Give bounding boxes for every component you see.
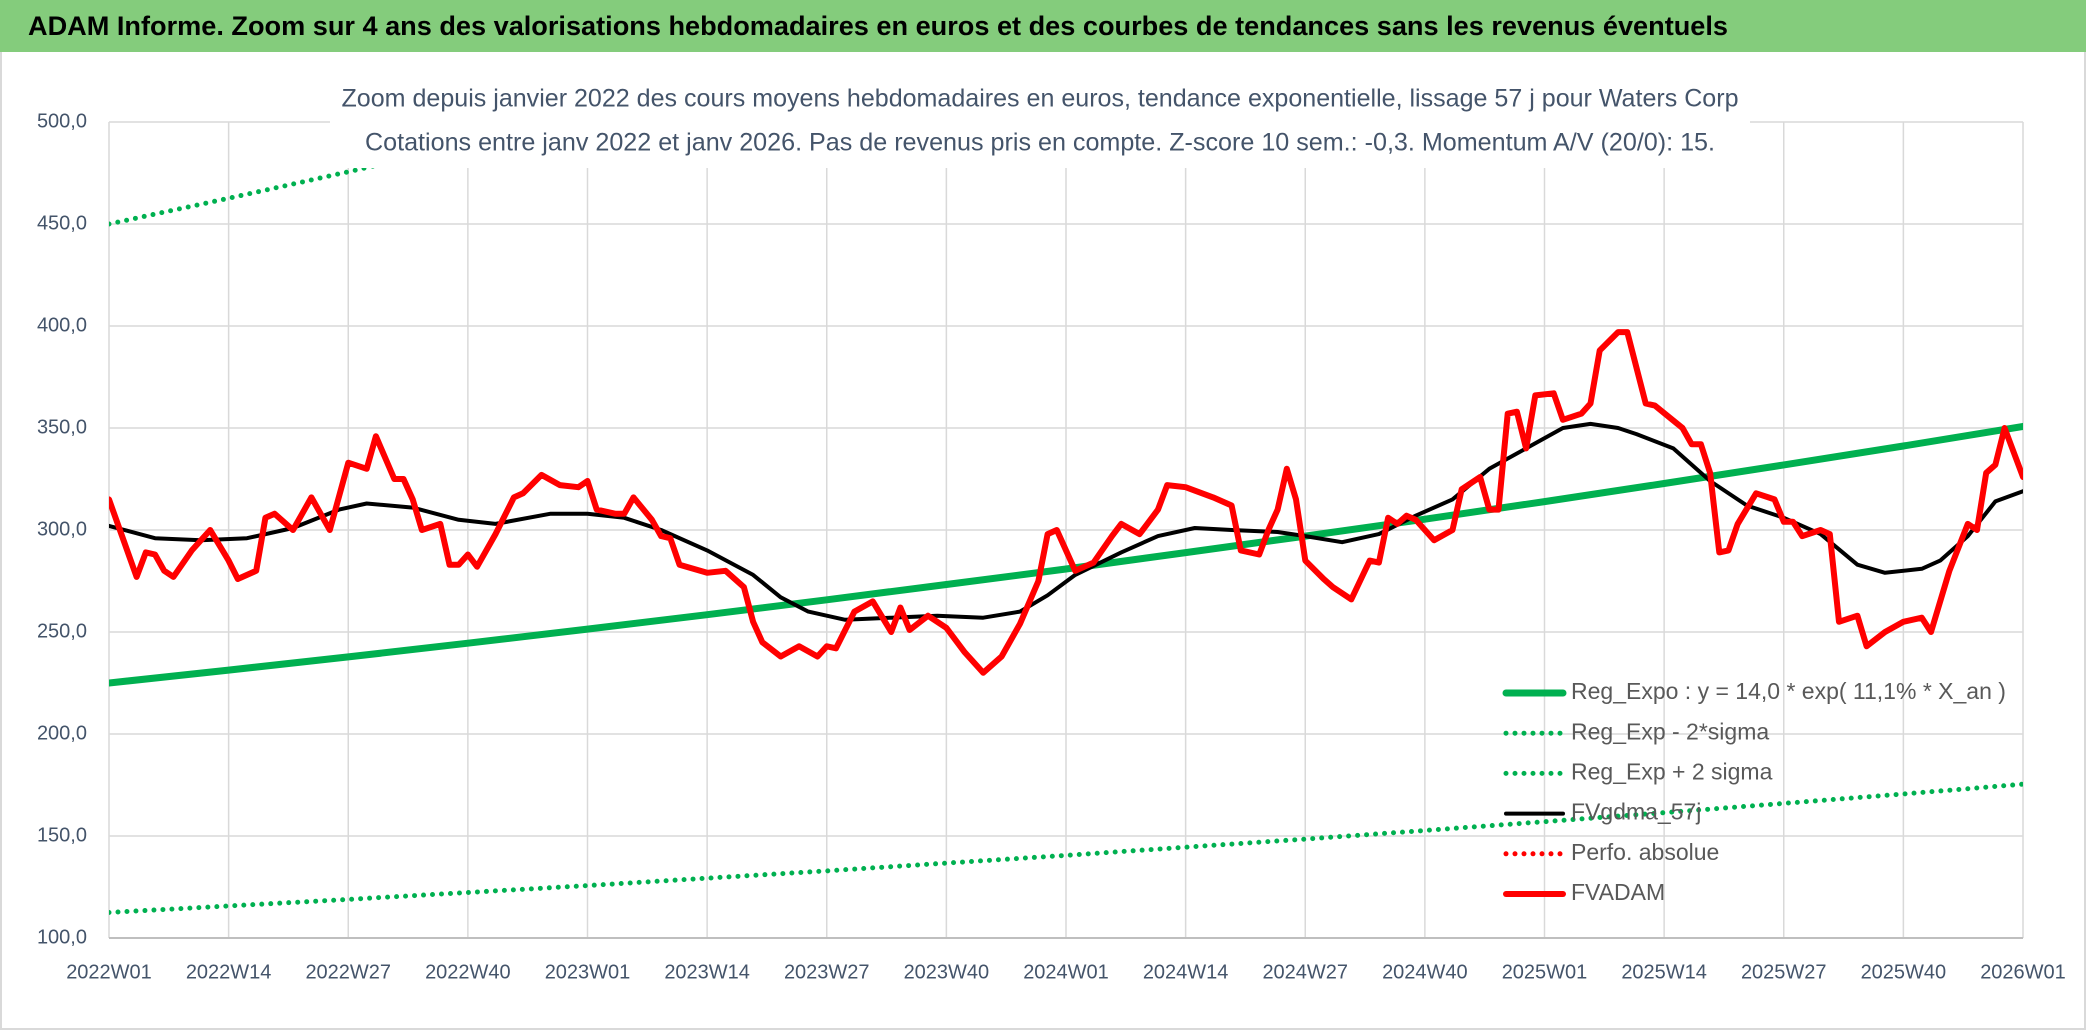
legend-label: FVgdma_57j [1571, 799, 1701, 825]
x-tick-label: 2022W40 [425, 961, 511, 983]
x-tick-label: 2025W01 [1502, 961, 1588, 983]
y-tick-label: 450,0 [37, 212, 87, 234]
header-bar [0, 0, 2086, 52]
legend: Reg_Expo : y = 14,0 * exp( 11,1% * X_an … [1502, 678, 2006, 905]
x-tick-label: 2023W01 [545, 961, 631, 983]
x-tick-label: 2023W27 [784, 961, 870, 983]
x-tick-label: 2024W14 [1143, 961, 1229, 983]
y-tick-label: 400,0 [37, 314, 87, 336]
legend-label: Reg_Exp - 2*sigma [1571, 718, 1769, 744]
x-tick-label: 2023W14 [664, 961, 750, 983]
legend-label: FVADAM [1571, 879, 1665, 905]
legend-label: Reg_Expo : y = 14,0 * exp( 11,1% * X_an … [1571, 678, 2006, 704]
series-line [109, 329, 2023, 676]
y-tick-label: 350,0 [37, 416, 87, 438]
legend-label: Reg_Exp + 2 sigma [1571, 758, 1773, 784]
x-tick-label: 2025W27 [1741, 961, 1827, 983]
x-tick-label: 2023W40 [904, 961, 990, 983]
chart-title: Zoom depuis janvier 2022 des cours moyen… [342, 85, 1739, 113]
y-tick-label: 150,0 [37, 824, 87, 846]
y-tick-label: 500,0 [37, 110, 87, 132]
x-tick-label: 2025W14 [1621, 961, 1707, 983]
x-tick-label: 2024W40 [1382, 961, 1468, 983]
x-tick-label: 2022W27 [305, 961, 391, 983]
chart-frame [0, 49, 2086, 1030]
x-tick-label: 2022W01 [66, 961, 152, 983]
legend-label: Perfo. absolue [1571, 839, 1719, 865]
series-line [109, 421, 2023, 622]
y-tick-label: 250,0 [37, 620, 87, 642]
y-tick-label: 300,0 [37, 518, 87, 540]
chart-subtitle: Cotations entre janv 2022 et janv 2026. … [365, 129, 1715, 157]
x-tick-label: 2022W14 [186, 961, 272, 983]
x-tick-label: 2025W40 [1861, 961, 1947, 983]
x-tick-label: 2026W01 [1980, 961, 2066, 983]
x-tick-label: 2024W27 [1262, 961, 1348, 983]
y-tick-label: 200,0 [37, 722, 87, 744]
title-box [330, 78, 1750, 168]
x-tick-label: 2024W01 [1023, 961, 1109, 983]
header-title: ADAM Informe. Zoom sur 4 ans des valoris… [28, 11, 1728, 41]
plot-lines [109, 122, 2023, 915]
y-tick-label: 100,0 [37, 926, 87, 948]
